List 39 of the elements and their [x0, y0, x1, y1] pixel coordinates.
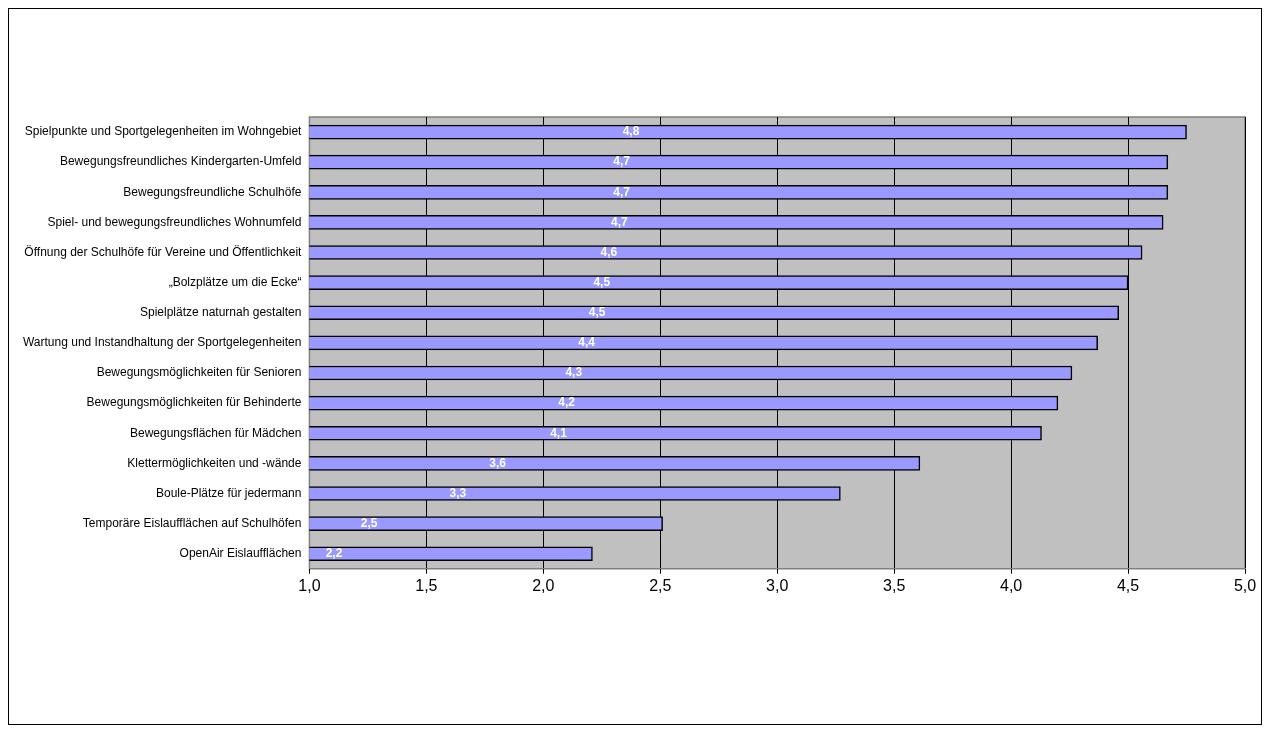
y-tick-label: Bewegungsfreundliche Schulhöfe	[123, 184, 302, 199]
y-tick-label: Klettermöglichkeiten und -wände	[127, 455, 302, 470]
y-tick-label: Bewegungsmöglichkeiten für Behinderte	[86, 395, 302, 410]
x-tick-label: 2,5	[649, 576, 672, 594]
x-tick-label: 3,5	[883, 576, 906, 594]
y-tick-label: „Bolzplätze um die Ecke“	[168, 274, 302, 289]
x-tick-label: 4,0	[999, 576, 1023, 594]
x-tick-label: 3,0	[766, 576, 789, 594]
data-label: 3,3	[449, 485, 467, 500]
y-tick-label: Bewegungsflächen für Mädchen	[129, 425, 302, 440]
y-tick-label: Wartung und Instandhaltung der Sportgelegenheiten	[22, 335, 302, 350]
data-label: 4,3	[565, 365, 583, 380]
y-tick-label: Bewegungsmöglichkeiten für Senioren	[96, 365, 302, 380]
data-label: 3,6	[489, 455, 507, 470]
y-tick-label: Spiel- und bewegungsfreundliches Wohnumfeld	[47, 214, 302, 229]
y-tick-label: OpenAir Eislaufflächen	[179, 546, 302, 561]
x-tick-label: 2,0	[532, 576, 555, 594]
data-label: 4,7	[610, 214, 628, 229]
y-tick-label: Spielpunkte und Sportgelegenheiten im Wohngebiet	[24, 124, 303, 139]
data-label: 2,5	[360, 515, 378, 530]
y-tick-label: Temporäre Eislaufflächen auf Schulhöfen	[82, 515, 302, 530]
data-label: 2,2	[325, 546, 343, 561]
y-tick-label: Spielplätze naturnah gestalten	[139, 305, 302, 320]
data-label: 4,7	[613, 154, 631, 169]
data-label: 4,5	[593, 274, 611, 289]
data-label: 4,5	[588, 305, 606, 320]
y-tick-label: Öffnung der Schulhöfe für Vereine und Öffentlichkeit	[24, 244, 303, 259]
data-label: 4,1	[550, 425, 568, 440]
x-tick-label: 1,0	[298, 576, 321, 594]
data-label: 4,8	[622, 124, 640, 139]
data-label: 4,7	[613, 184, 631, 199]
y-tick-label: Boule-Plätze für jedermann	[156, 485, 302, 500]
data-label: 4,6	[600, 244, 618, 259]
y-tick-label: Bewegungsfreundliches Kindergarten-Umfeld	[59, 154, 302, 169]
x-tick-label: 5,0	[1233, 576, 1257, 594]
data-label: 4,2	[558, 395, 576, 410]
x-tick-label: 1,5	[415, 576, 438, 594]
data-label: 4,4	[578, 335, 596, 350]
x-tick-label: 4,5	[1116, 576, 1140, 594]
